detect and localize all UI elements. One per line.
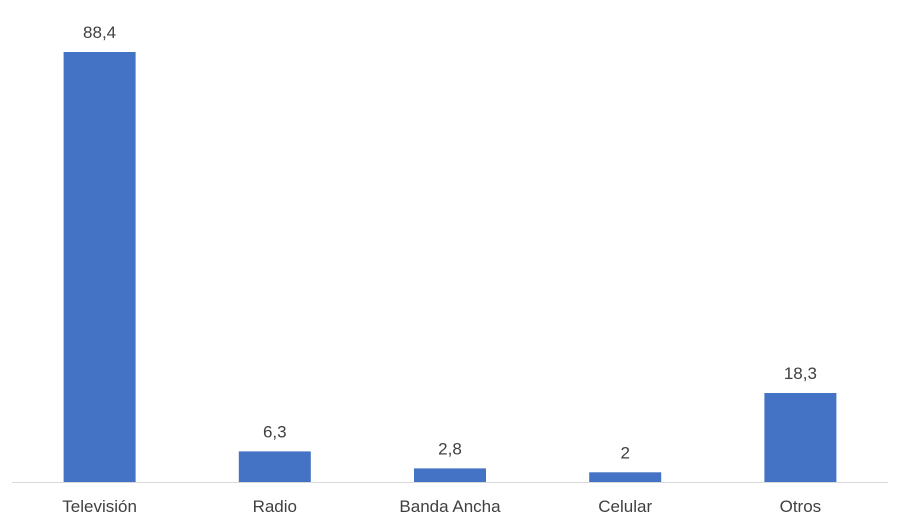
bars-group xyxy=(63,52,837,482)
value-label-television: 88,4 xyxy=(83,23,116,42)
value-label-radio: 6,3 xyxy=(263,422,287,441)
bar-otros xyxy=(764,393,837,482)
value-label-otros: 18,3 xyxy=(784,364,817,383)
bar-radio xyxy=(238,451,311,482)
bar-celular xyxy=(589,472,662,482)
x-tick-label-otros: Otros xyxy=(780,497,822,516)
x-tick-label-banda-ancha: Banda Ancha xyxy=(399,497,501,516)
x-tick-labels-group: Televisión Radio Banda Ancha Celular Otros xyxy=(62,497,821,516)
value-label-celular: 2 xyxy=(620,443,629,462)
x-tick-label-radio: Radio xyxy=(253,497,297,516)
bar-banda-ancha xyxy=(414,468,486,482)
value-label-banda-ancha: 2,8 xyxy=(438,439,462,458)
bar-television xyxy=(63,52,136,482)
x-tick-label-celular: Celular xyxy=(598,497,652,516)
value-labels-group: 88,4 6,3 2,8 2 18,3 xyxy=(83,23,817,462)
x-tick-label-television: Televisión xyxy=(62,497,137,516)
